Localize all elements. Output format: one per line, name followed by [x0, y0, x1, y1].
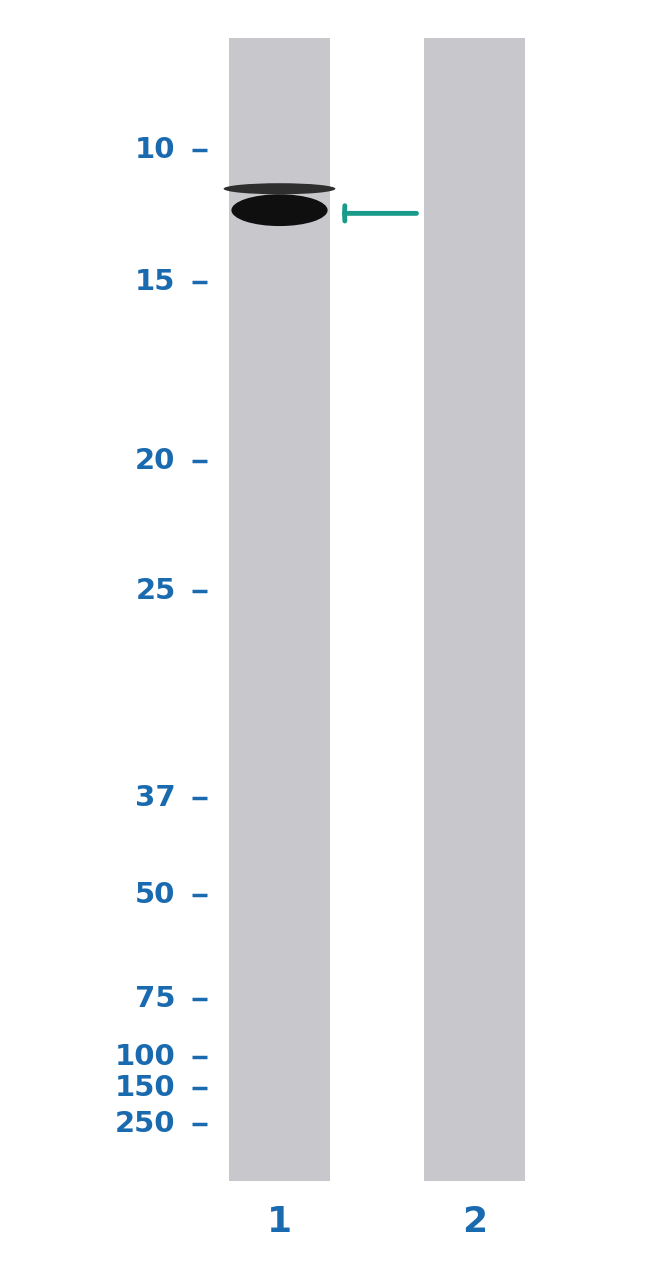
Text: 37: 37	[135, 784, 176, 812]
Text: 50: 50	[135, 881, 176, 909]
Text: 250: 250	[115, 1110, 176, 1138]
Text: 10: 10	[135, 136, 176, 164]
Text: 2: 2	[462, 1205, 487, 1238]
Text: 100: 100	[115, 1043, 176, 1071]
Bar	[229, 38, 330, 1181]
Text: 75: 75	[135, 986, 176, 1013]
Ellipse shape	[231, 194, 328, 226]
Bar	[424, 38, 525, 1181]
Text: 25: 25	[135, 577, 176, 605]
Text: 20: 20	[135, 447, 176, 475]
Text: 1: 1	[267, 1205, 292, 1238]
Ellipse shape	[224, 183, 335, 194]
Text: 15: 15	[135, 268, 176, 296]
Text: 150: 150	[115, 1074, 176, 1102]
